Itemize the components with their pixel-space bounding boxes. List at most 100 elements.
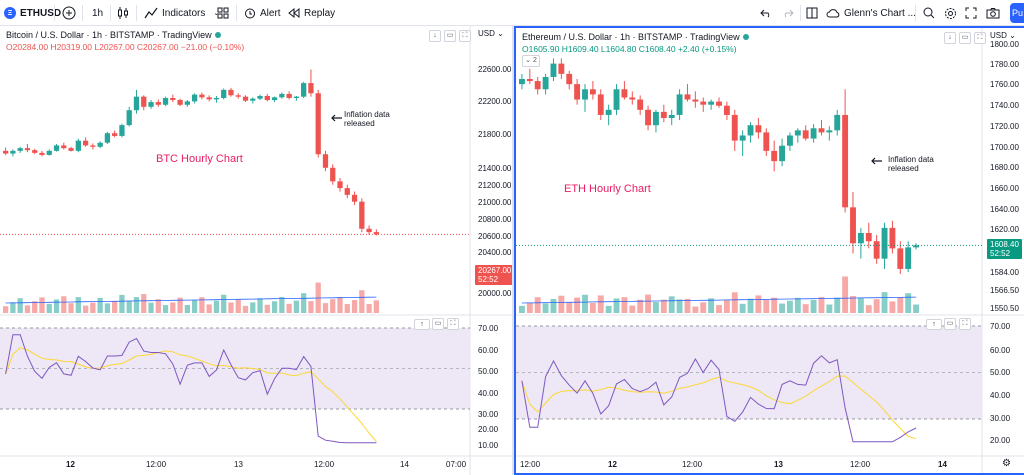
volume-bar bbox=[3, 306, 9, 313]
volume-bar bbox=[850, 296, 856, 313]
volume-bar bbox=[857, 297, 864, 313]
minimize-pane-icon[interactable]: ▭ bbox=[444, 30, 456, 42]
eth-countdown: 52:52 bbox=[990, 249, 1011, 258]
candle-body bbox=[3, 150, 9, 154]
volume-bar bbox=[141, 294, 147, 313]
indicators-toggle-button[interactable]: ⌄ 2 bbox=[522, 55, 540, 67]
eth-chart-canvas[interactable] bbox=[516, 28, 1024, 473]
btc-price-tick: 21200.00 bbox=[478, 181, 512, 190]
btc-currency-label[interactable]: USD ⌄ bbox=[478, 29, 504, 38]
candle-body bbox=[104, 133, 111, 143]
eth-time-tick: 12:00 bbox=[520, 460, 541, 469]
collapse-up-icon[interactable]: ↑ bbox=[926, 319, 942, 330]
eth-price-tick: 1760.00 bbox=[990, 80, 1019, 89]
btc-rsi-tick: 30.00 bbox=[478, 410, 499, 419]
eth-legend[interactable]: Ethereum / U.S. Dollar · 1h · BITSTAMP ·… bbox=[522, 32, 749, 42]
publish-button[interactable]: Pu bbox=[1010, 3, 1024, 23]
settings-button[interactable] bbox=[944, 0, 957, 26]
eth-inflation-annotation[interactable]: Inflation data released bbox=[888, 155, 934, 173]
fullscreen-button[interactable] bbox=[965, 0, 977, 26]
volume-bar bbox=[771, 297, 778, 313]
eth-chart-note[interactable]: ETH Hourly Chart bbox=[564, 183, 651, 195]
candle-body bbox=[133, 96, 140, 111]
btc-chart-canvas[interactable] bbox=[0, 26, 512, 475]
maximize-pane-icon[interactable]: ⛶ bbox=[974, 32, 986, 44]
btc-price-tick: 20400.00 bbox=[478, 248, 512, 257]
volume-bar bbox=[46, 303, 52, 313]
volume-ma-line bbox=[521, 296, 917, 304]
minimize-pane-icon[interactable]: ▭ bbox=[944, 318, 956, 330]
volume-bar bbox=[582, 294, 588, 313]
eth-rsi-tick: 60.00 bbox=[990, 346, 1011, 355]
undo-button[interactable] bbox=[760, 0, 772, 26]
candle-body bbox=[373, 232, 379, 235]
volume-bar bbox=[170, 302, 176, 313]
rsi-band bbox=[516, 326, 982, 419]
eth-price-tick: 1660.00 bbox=[990, 184, 1019, 193]
candle-body bbox=[834, 114, 841, 131]
candle-body bbox=[337, 181, 343, 189]
candle-body bbox=[763, 132, 770, 151]
interval-label: 1h bbox=[92, 7, 104, 19]
snapshot-button[interactable] bbox=[986, 0, 1000, 26]
candle-body bbox=[221, 89, 227, 98]
btc-chart-pane[interactable]: Bitcoin / U.S. Dollar · 1h · BITSTAMP · … bbox=[0, 26, 515, 475]
candle-body bbox=[90, 145, 96, 147]
volume-bar bbox=[526, 302, 533, 313]
btc-inflation-annotation[interactable]: Inflation data released bbox=[344, 110, 390, 128]
scroll-down-icon[interactable]: ↓ bbox=[429, 30, 441, 42]
candle-body bbox=[359, 201, 365, 229]
volume-bar bbox=[692, 306, 699, 313]
indicators-button[interactable]: Indicators ⌄ bbox=[144, 0, 219, 26]
minimize-pane-icon[interactable]: ▭ bbox=[432, 318, 444, 330]
btc-chart-note[interactable]: BTC Hourly Chart bbox=[156, 153, 243, 165]
eth-currency-label[interactable]: USD ⌄ bbox=[990, 31, 1016, 40]
replay-button[interactable]: Replay bbox=[288, 0, 335, 26]
alert-button[interactable]: Alert bbox=[244, 0, 281, 26]
alarm-clock-icon bbox=[245, 8, 255, 19]
eth-price-tick: 1740.00 bbox=[990, 101, 1019, 110]
minimize-pane-icon[interactable]: ▭ bbox=[959, 32, 971, 44]
gear-icon[interactable]: ⚙ bbox=[1002, 458, 1011, 469]
templates-button[interactable] bbox=[217, 0, 229, 26]
volume-bar bbox=[39, 297, 45, 313]
save-layout-button[interactable]: Glenn's Chart ... bbox=[826, 0, 916, 26]
symbol-search-button[interactable]: Ξ ETHUSD bbox=[4, 0, 61, 26]
volume-bar bbox=[653, 302, 659, 313]
maximize-pane-icon[interactable]: ⛶ bbox=[459, 30, 471, 42]
volume-bar bbox=[17, 298, 23, 313]
pane-divider[interactable] bbox=[512, 26, 514, 475]
search-button[interactable] bbox=[923, 0, 935, 26]
layout-select-button[interactable] bbox=[806, 0, 818, 26]
candle-body bbox=[155, 102, 161, 105]
volume-bar bbox=[739, 303, 746, 313]
volume-bar bbox=[660, 299, 667, 313]
candle-body bbox=[192, 94, 198, 102]
redo-button[interactable] bbox=[782, 0, 794, 26]
candle-body bbox=[293, 96, 300, 98]
candle-body bbox=[301, 83, 307, 97]
volume-bar bbox=[126, 300, 132, 313]
candle-body bbox=[723, 105, 730, 115]
annotation-arrow bbox=[871, 157, 882, 165]
btc-legend[interactable]: Bitcoin / U.S. Dollar · 1h · BITSTAMP · … bbox=[6, 30, 221, 40]
search-icon bbox=[923, 7, 935, 19]
volume-bar bbox=[155, 299, 161, 313]
divider bbox=[54, 5, 55, 21]
collapse-up-icon[interactable]: ↑ bbox=[414, 319, 430, 330]
scroll-down-icon[interactable]: ↓ bbox=[944, 32, 956, 44]
chart-type-button[interactable] bbox=[117, 0, 129, 26]
volume-bar bbox=[322, 303, 329, 313]
eth-chart-pane[interactable]: Ethereum / U.S. Dollar · 1h · BITSTAMP ·… bbox=[514, 26, 1024, 475]
indicators-icon bbox=[144, 7, 158, 19]
compare-symbol-button[interactable] bbox=[62, 0, 76, 26]
interval-button[interactable]: 1h bbox=[92, 0, 103, 26]
maximize-pane-icon[interactable]: ⛶ bbox=[959, 318, 971, 330]
maximize-pane-icon[interactable]: ⛶ bbox=[447, 318, 459, 330]
cloud-icon bbox=[826, 9, 840, 18]
candle-body bbox=[589, 89, 596, 95]
btc-price-tick: 20000.00 bbox=[478, 289, 512, 298]
rsi-ma-line bbox=[5, 347, 377, 442]
candle-body bbox=[322, 154, 329, 168]
top-toolbar: Ξ ETHUSD 1h Indicators ⌄ Alert Replay bbox=[0, 0, 1024, 26]
